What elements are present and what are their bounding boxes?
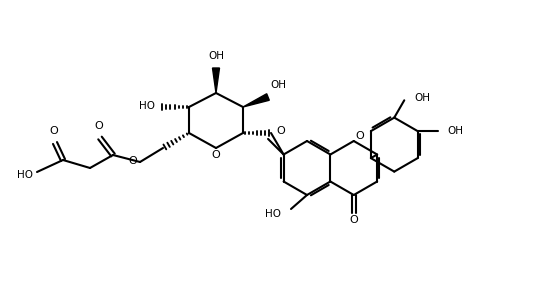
Text: OH: OH (270, 80, 286, 90)
Text: HO: HO (139, 101, 155, 111)
Text: OH: OH (448, 126, 464, 136)
Text: O: O (350, 215, 358, 225)
Text: O: O (355, 131, 364, 141)
Polygon shape (213, 68, 219, 93)
Text: O: O (50, 126, 58, 136)
Text: HO: HO (17, 170, 33, 180)
Polygon shape (243, 94, 269, 107)
Text: O: O (95, 121, 104, 131)
Text: OH: OH (414, 93, 430, 103)
Text: OH: OH (208, 51, 224, 61)
Text: HO: HO (265, 209, 281, 219)
Text: O: O (276, 126, 285, 136)
Text: O: O (128, 156, 137, 166)
Text: O: O (212, 150, 220, 160)
